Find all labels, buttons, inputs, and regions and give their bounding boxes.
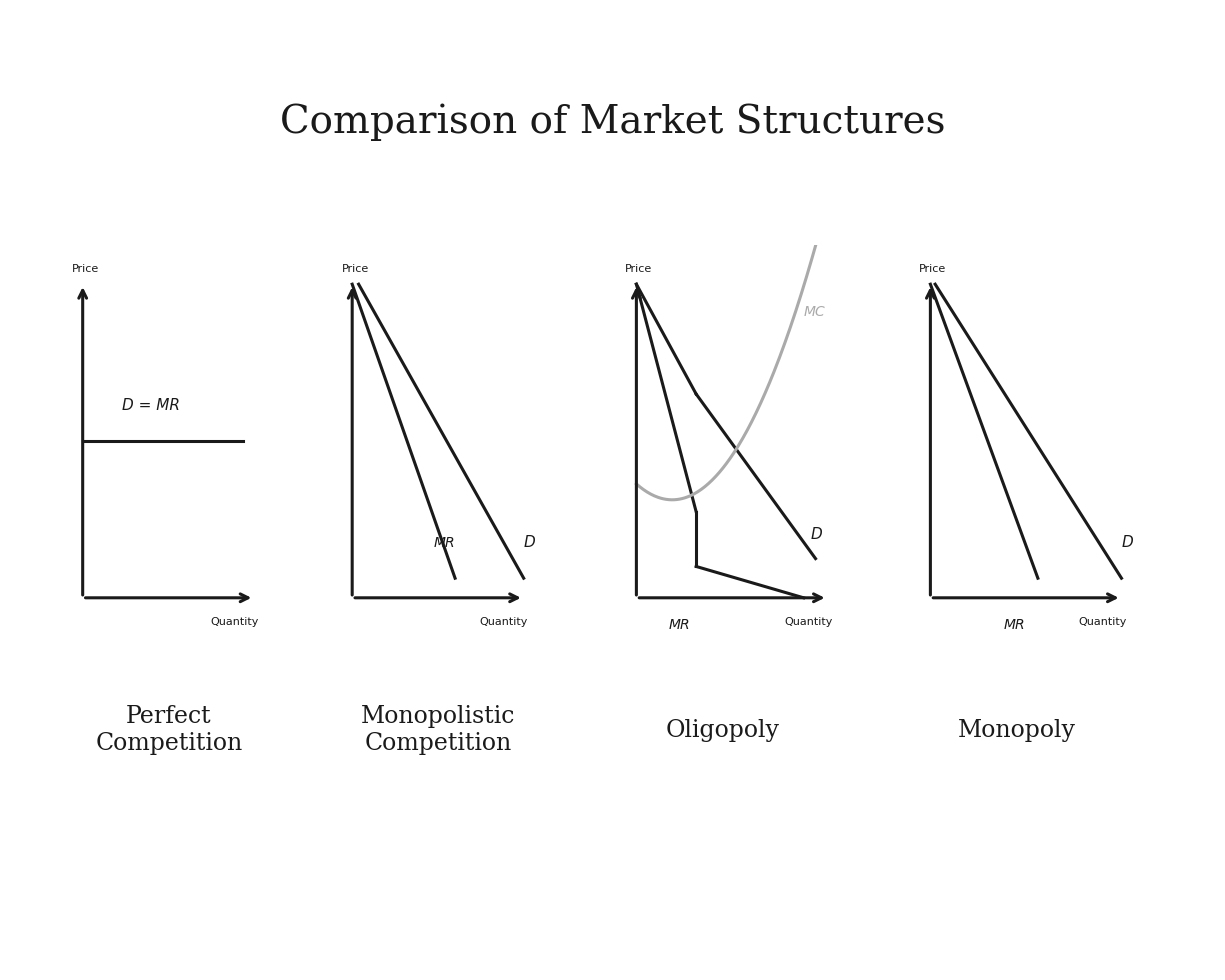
Text: Quantity: Quantity	[1078, 617, 1126, 627]
Text: Quantity: Quantity	[480, 617, 528, 627]
Text: Monopolistic
Competition: Monopolistic Competition	[361, 706, 516, 755]
Text: Quantity: Quantity	[211, 617, 258, 627]
Text: MR: MR	[669, 618, 690, 632]
Text: D: D	[1122, 535, 1133, 550]
Text: Comparison of Market Structures: Comparison of Market Structures	[279, 104, 946, 141]
Text: Price: Price	[919, 265, 946, 274]
Text: D: D	[524, 535, 535, 550]
Text: MR: MR	[434, 536, 456, 550]
Text: Quantity: Quantity	[784, 617, 832, 627]
Text: Oligopoly: Oligopoly	[665, 718, 780, 742]
Text: MR: MR	[1003, 618, 1025, 632]
Text: Price: Price	[72, 265, 99, 274]
Text: D = MR: D = MR	[122, 398, 180, 413]
Text: Price: Price	[625, 265, 652, 274]
Text: D: D	[811, 527, 822, 542]
Text: Monopoly: Monopoly	[958, 718, 1076, 742]
Text: Perfect
Competition: Perfect Competition	[96, 706, 243, 755]
Text: MC: MC	[804, 305, 826, 318]
Text: Price: Price	[342, 265, 369, 274]
